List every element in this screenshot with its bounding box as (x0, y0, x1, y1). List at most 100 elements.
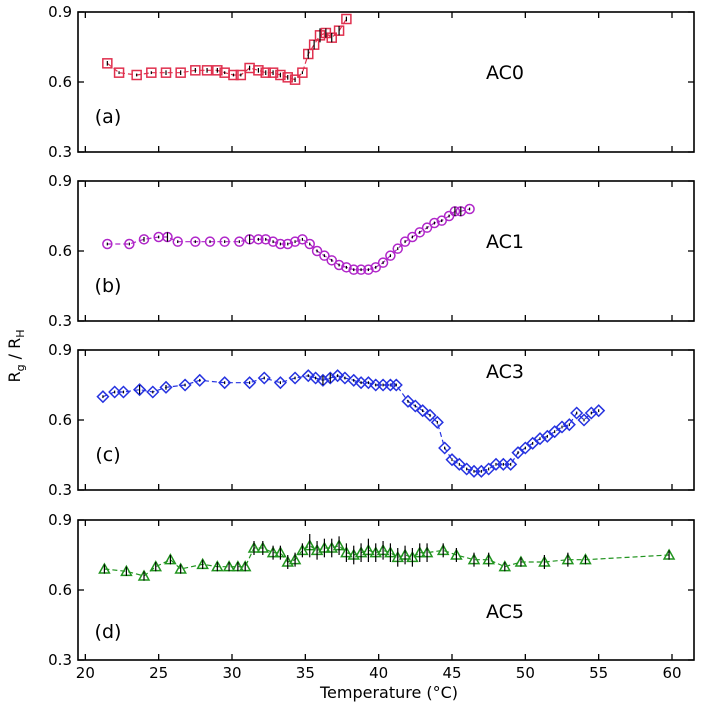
panel-c-y-tick-label-0.6: 0.6 (48, 411, 72, 429)
panel-b-point-33 (414, 227, 425, 238)
panel-b-point-27 (370, 262, 381, 273)
panel-a-point-7 (201, 65, 213, 76)
panel-b-point-11 (253, 234, 264, 245)
panel-b-point-16 (289, 236, 301, 247)
panel-c-point-28 (416, 404, 430, 418)
panel-c-point-9 (243, 376, 257, 390)
panel-a-ticks: 0.3 0.6 0.9 (48, 3, 694, 161)
panel-d-y-tick-label-0.6: 0.6 (48, 581, 72, 599)
panel-a-data-marks (102, 13, 352, 85)
panel-c-point-26 (401, 394, 415, 408)
panel-b-point-36 (436, 215, 447, 226)
panel-b-point-9 (234, 236, 245, 247)
panel-c-point-25 (389, 378, 403, 392)
panel-d-data-marks (98, 534, 676, 581)
panel-c-point-36 (474, 464, 488, 478)
panel-b-point-5 (172, 236, 183, 247)
panel-b-point-19 (311, 245, 323, 257)
panel-c-point-2 (116, 385, 131, 399)
panel-a-point-8 (212, 65, 223, 76)
panel-c-point-51 (584, 406, 598, 420)
panel-a-y-tick-label-0.3: 0.3 (48, 143, 72, 161)
panel-c-point-7 (193, 373, 207, 387)
panel-b-point-2 (138, 234, 150, 245)
panel-b-point-17 (297, 234, 308, 245)
panel-a-point-1 (113, 67, 125, 78)
panel-c: 0.3 0.6 0.9 (c) AC3 (48, 341, 695, 499)
panel-a-point-19 (297, 67, 308, 78)
panel-b-point-15 (282, 238, 293, 250)
panel-c-point-32 (445, 453, 459, 467)
panel-b-point-18 (304, 238, 315, 250)
panel-b-point-7 (204, 236, 216, 247)
panel-d-frame (77, 519, 695, 661)
panel-d-ticks: 20 25 30 35 40 45 50 55 60 0.3 0.6 0.9 (48, 511, 694, 682)
panel-c-ticks: 0.3 0.6 0.9 (48, 341, 694, 499)
panel-c-data-marks (96, 369, 606, 478)
panel-b-point-0 (102, 238, 113, 250)
panel-a: 0.3 0.6 0.9 (a) AC0 (48, 3, 695, 161)
panel-d-sample-label: AC5 (486, 601, 524, 623)
panel-c-y-tick-label-0.9: 0.9 (48, 341, 72, 359)
panel-b-point-22 (333, 259, 345, 271)
panel-b-y-tick-label-0.9: 0.9 (48, 172, 72, 190)
panel-c-point-30 (430, 415, 444, 429)
x-tick-label-55: 55 (589, 664, 608, 682)
panel-a-label: (a) (95, 106, 121, 128)
panel-c-point-16 (323, 371, 337, 385)
panel-a-point-5 (175, 67, 186, 78)
y-axis-title: Rg / RH (5, 329, 27, 382)
panel-c-point-1 (108, 385, 122, 399)
panel-b-sample-label: AC1 (486, 231, 524, 253)
panel-a-frame (77, 11, 695, 153)
panel-a-point-26 (341, 13, 352, 25)
panel-a-point-16 (275, 69, 286, 81)
panel-c-point-10 (257, 371, 271, 385)
panel-a-point-17 (282, 72, 293, 83)
panel-b-data-marks (102, 203, 475, 275)
panel-b-point-8 (219, 236, 230, 247)
panel-b-point-34 (421, 222, 433, 233)
panel-c-point-17 (331, 369, 345, 383)
panel-c-point-52 (592, 404, 606, 418)
panel-a-point-18 (289, 74, 301, 85)
panel-c-point-24 (383, 378, 397, 392)
panel-a-sample-label: AC0 (486, 62, 524, 84)
panel-c-point-50 (577, 413, 591, 427)
panel-c-point-14 (309, 371, 323, 385)
panel-c-point-0 (96, 390, 110, 404)
panel-c-point-13 (301, 369, 315, 383)
panel-b: 0.3 0.6 0.9 (b) AC1 (48, 172, 695, 330)
panel-c-point-44 (533, 432, 547, 446)
panel-b-point-25 (355, 264, 367, 275)
panel-d-series-line (104, 544, 670, 577)
panel-b-point-35 (429, 217, 440, 229)
panel-a-point-2 (131, 69, 142, 81)
x-tick-label-35: 35 (296, 664, 315, 682)
panel-c-point-40 (504, 457, 518, 471)
panel-b-point-32 (407, 231, 418, 243)
x-axis-title: Temperature (°C) (319, 683, 458, 702)
panel-b-point-23 (341, 262, 352, 273)
panel-c-label: (c) (95, 444, 120, 466)
panel-c-point-33 (452, 457, 466, 471)
x-tick-label-50: 50 (516, 664, 535, 682)
panel-b-y-tick-label-0.6: 0.6 (48, 242, 72, 260)
panel-c-point-47 (555, 420, 569, 434)
panel-b-point-14 (275, 238, 286, 250)
panel-b-y-tick-label-0.3: 0.3 (48, 312, 72, 330)
panel-a-point-3 (146, 67, 157, 78)
panel-c-point-3 (133, 383, 147, 397)
panel-b-point-12 (260, 234, 271, 245)
panel-a-point-6 (190, 65, 201, 76)
panel-b-point-6 (190, 236, 201, 247)
panel-d: 20 25 30 35 40 45 50 55 60 0.3 0.6 0.9 (d) AC5 (48, 511, 695, 682)
panel-a-point-11 (235, 69, 247, 81)
panel-c-point-31 (438, 441, 452, 455)
panel-b-frame (77, 180, 695, 322)
panel-d-y-tick-label-0.3: 0.3 (48, 651, 72, 669)
panel-a-point-14 (260, 67, 271, 78)
panel-a-point-10 (228, 69, 239, 81)
panel-c-y-tick-label-0.3: 0.3 (48, 481, 72, 499)
panel-b-ticks: 0.3 0.6 0.9 (48, 172, 694, 330)
